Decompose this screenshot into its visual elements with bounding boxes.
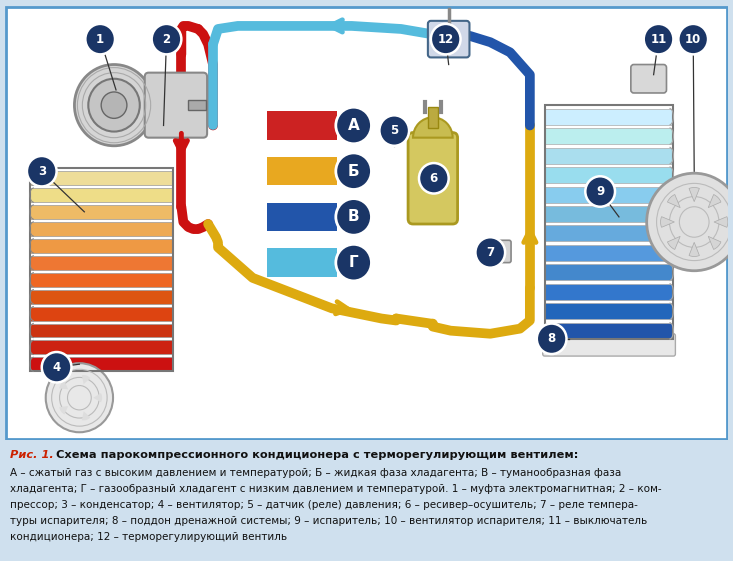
Text: 9: 9 (596, 185, 604, 198)
Text: А: А (347, 118, 359, 133)
Text: 12: 12 (438, 33, 454, 45)
Circle shape (419, 163, 449, 194)
Text: В: В (348, 209, 359, 224)
Circle shape (644, 24, 674, 54)
Wedge shape (714, 217, 728, 227)
Circle shape (152, 24, 181, 54)
Wedge shape (660, 217, 674, 227)
Bar (545, 323, 674, 339)
Bar (30, 222, 174, 236)
Bar (188, 100, 206, 111)
Bar (30, 341, 174, 355)
Text: Схема парокомпрессионного кондиционера с терморегулирующим вентилем:: Схема парокомпрессионного кондиционера с… (51, 450, 578, 460)
Circle shape (88, 79, 140, 132)
Bar (30, 239, 174, 253)
FancyBboxPatch shape (542, 334, 675, 356)
Circle shape (537, 324, 567, 354)
FancyBboxPatch shape (483, 240, 511, 263)
Bar (545, 284, 674, 300)
Bar (545, 206, 674, 222)
FancyBboxPatch shape (144, 73, 207, 137)
Circle shape (476, 237, 505, 268)
Bar (545, 167, 674, 183)
Circle shape (386, 121, 403, 140)
Text: 3: 3 (37, 165, 46, 178)
Bar (545, 245, 674, 261)
Text: 5: 5 (390, 124, 398, 137)
Bar (30, 171, 174, 185)
Bar (268, 157, 336, 186)
Bar (30, 256, 174, 270)
Bar (30, 307, 174, 320)
Bar (545, 226, 674, 241)
Bar (545, 187, 674, 203)
Circle shape (336, 153, 372, 190)
Text: кондиционера; 12 – терморегулирующий вентиль: кондиционера; 12 – терморегулирующий вен… (10, 532, 287, 542)
Bar (545, 148, 674, 164)
Wedge shape (82, 411, 90, 420)
Bar (545, 264, 674, 280)
Wedge shape (59, 406, 68, 415)
Text: хладагента; Г – газообразный хладагент с низким давлением и температурой. 1 – му: хладагента; Г – газообразный хладагент с… (10, 484, 662, 494)
Bar (268, 203, 336, 231)
Bar (30, 205, 174, 219)
Text: А – сжатый газ с высоким давлением и температурой; Б – жидкая фаза хладагента; В: А – сжатый газ с высоким давлением и тем… (10, 468, 622, 478)
Text: Г: Г (349, 255, 358, 270)
Text: 1: 1 (96, 33, 104, 45)
Circle shape (75, 65, 154, 146)
Bar (545, 128, 674, 144)
Wedge shape (689, 242, 699, 256)
Wedge shape (93, 393, 102, 402)
Circle shape (336, 107, 372, 144)
Bar (30, 168, 174, 371)
Bar (268, 111, 336, 140)
Wedge shape (413, 117, 453, 137)
Wedge shape (59, 381, 68, 389)
Text: прессор; 3 – конденсатор; 4 – вентилятор; 5 – датчик (реле) давления; 6 – ресиве: прессор; 3 – конденсатор; 4 – вентилятор… (10, 500, 638, 510)
Text: туры испарителя; 8 – поддон дренажной системы; 9 – испаритель; 10 – вентилятор и: туры испарителя; 8 – поддон дренажной си… (10, 516, 647, 526)
Bar (268, 249, 336, 277)
Text: 6: 6 (430, 172, 438, 185)
Text: 4: 4 (53, 361, 61, 374)
Circle shape (586, 176, 615, 207)
Wedge shape (668, 236, 680, 250)
Bar (545, 105, 674, 339)
Bar (30, 324, 174, 338)
Wedge shape (708, 195, 721, 208)
Text: Рис. 1.: Рис. 1. (10, 450, 54, 460)
Wedge shape (708, 236, 721, 250)
Bar (545, 304, 674, 319)
Circle shape (678, 24, 708, 54)
Circle shape (431, 24, 460, 54)
Circle shape (101, 92, 127, 118)
Circle shape (42, 352, 71, 383)
Bar (30, 289, 174, 304)
Bar (545, 109, 674, 125)
Circle shape (380, 116, 409, 146)
FancyBboxPatch shape (428, 21, 469, 57)
Circle shape (85, 24, 115, 54)
Wedge shape (668, 195, 680, 208)
Bar (428, 107, 438, 127)
FancyBboxPatch shape (408, 132, 457, 224)
Bar (30, 188, 174, 202)
Circle shape (336, 199, 372, 235)
Text: 11: 11 (650, 33, 667, 45)
Text: 8: 8 (548, 332, 556, 346)
Circle shape (27, 156, 56, 186)
Wedge shape (82, 375, 90, 384)
Circle shape (45, 363, 113, 433)
Circle shape (647, 173, 733, 271)
Circle shape (336, 245, 372, 281)
Wedge shape (689, 187, 699, 201)
Text: 2: 2 (163, 33, 171, 45)
Text: 7: 7 (486, 246, 494, 259)
Text: 10: 10 (685, 33, 701, 45)
Text: Б: Б (348, 164, 359, 179)
Bar (30, 273, 174, 287)
FancyBboxPatch shape (631, 65, 666, 93)
Bar (30, 357, 174, 371)
